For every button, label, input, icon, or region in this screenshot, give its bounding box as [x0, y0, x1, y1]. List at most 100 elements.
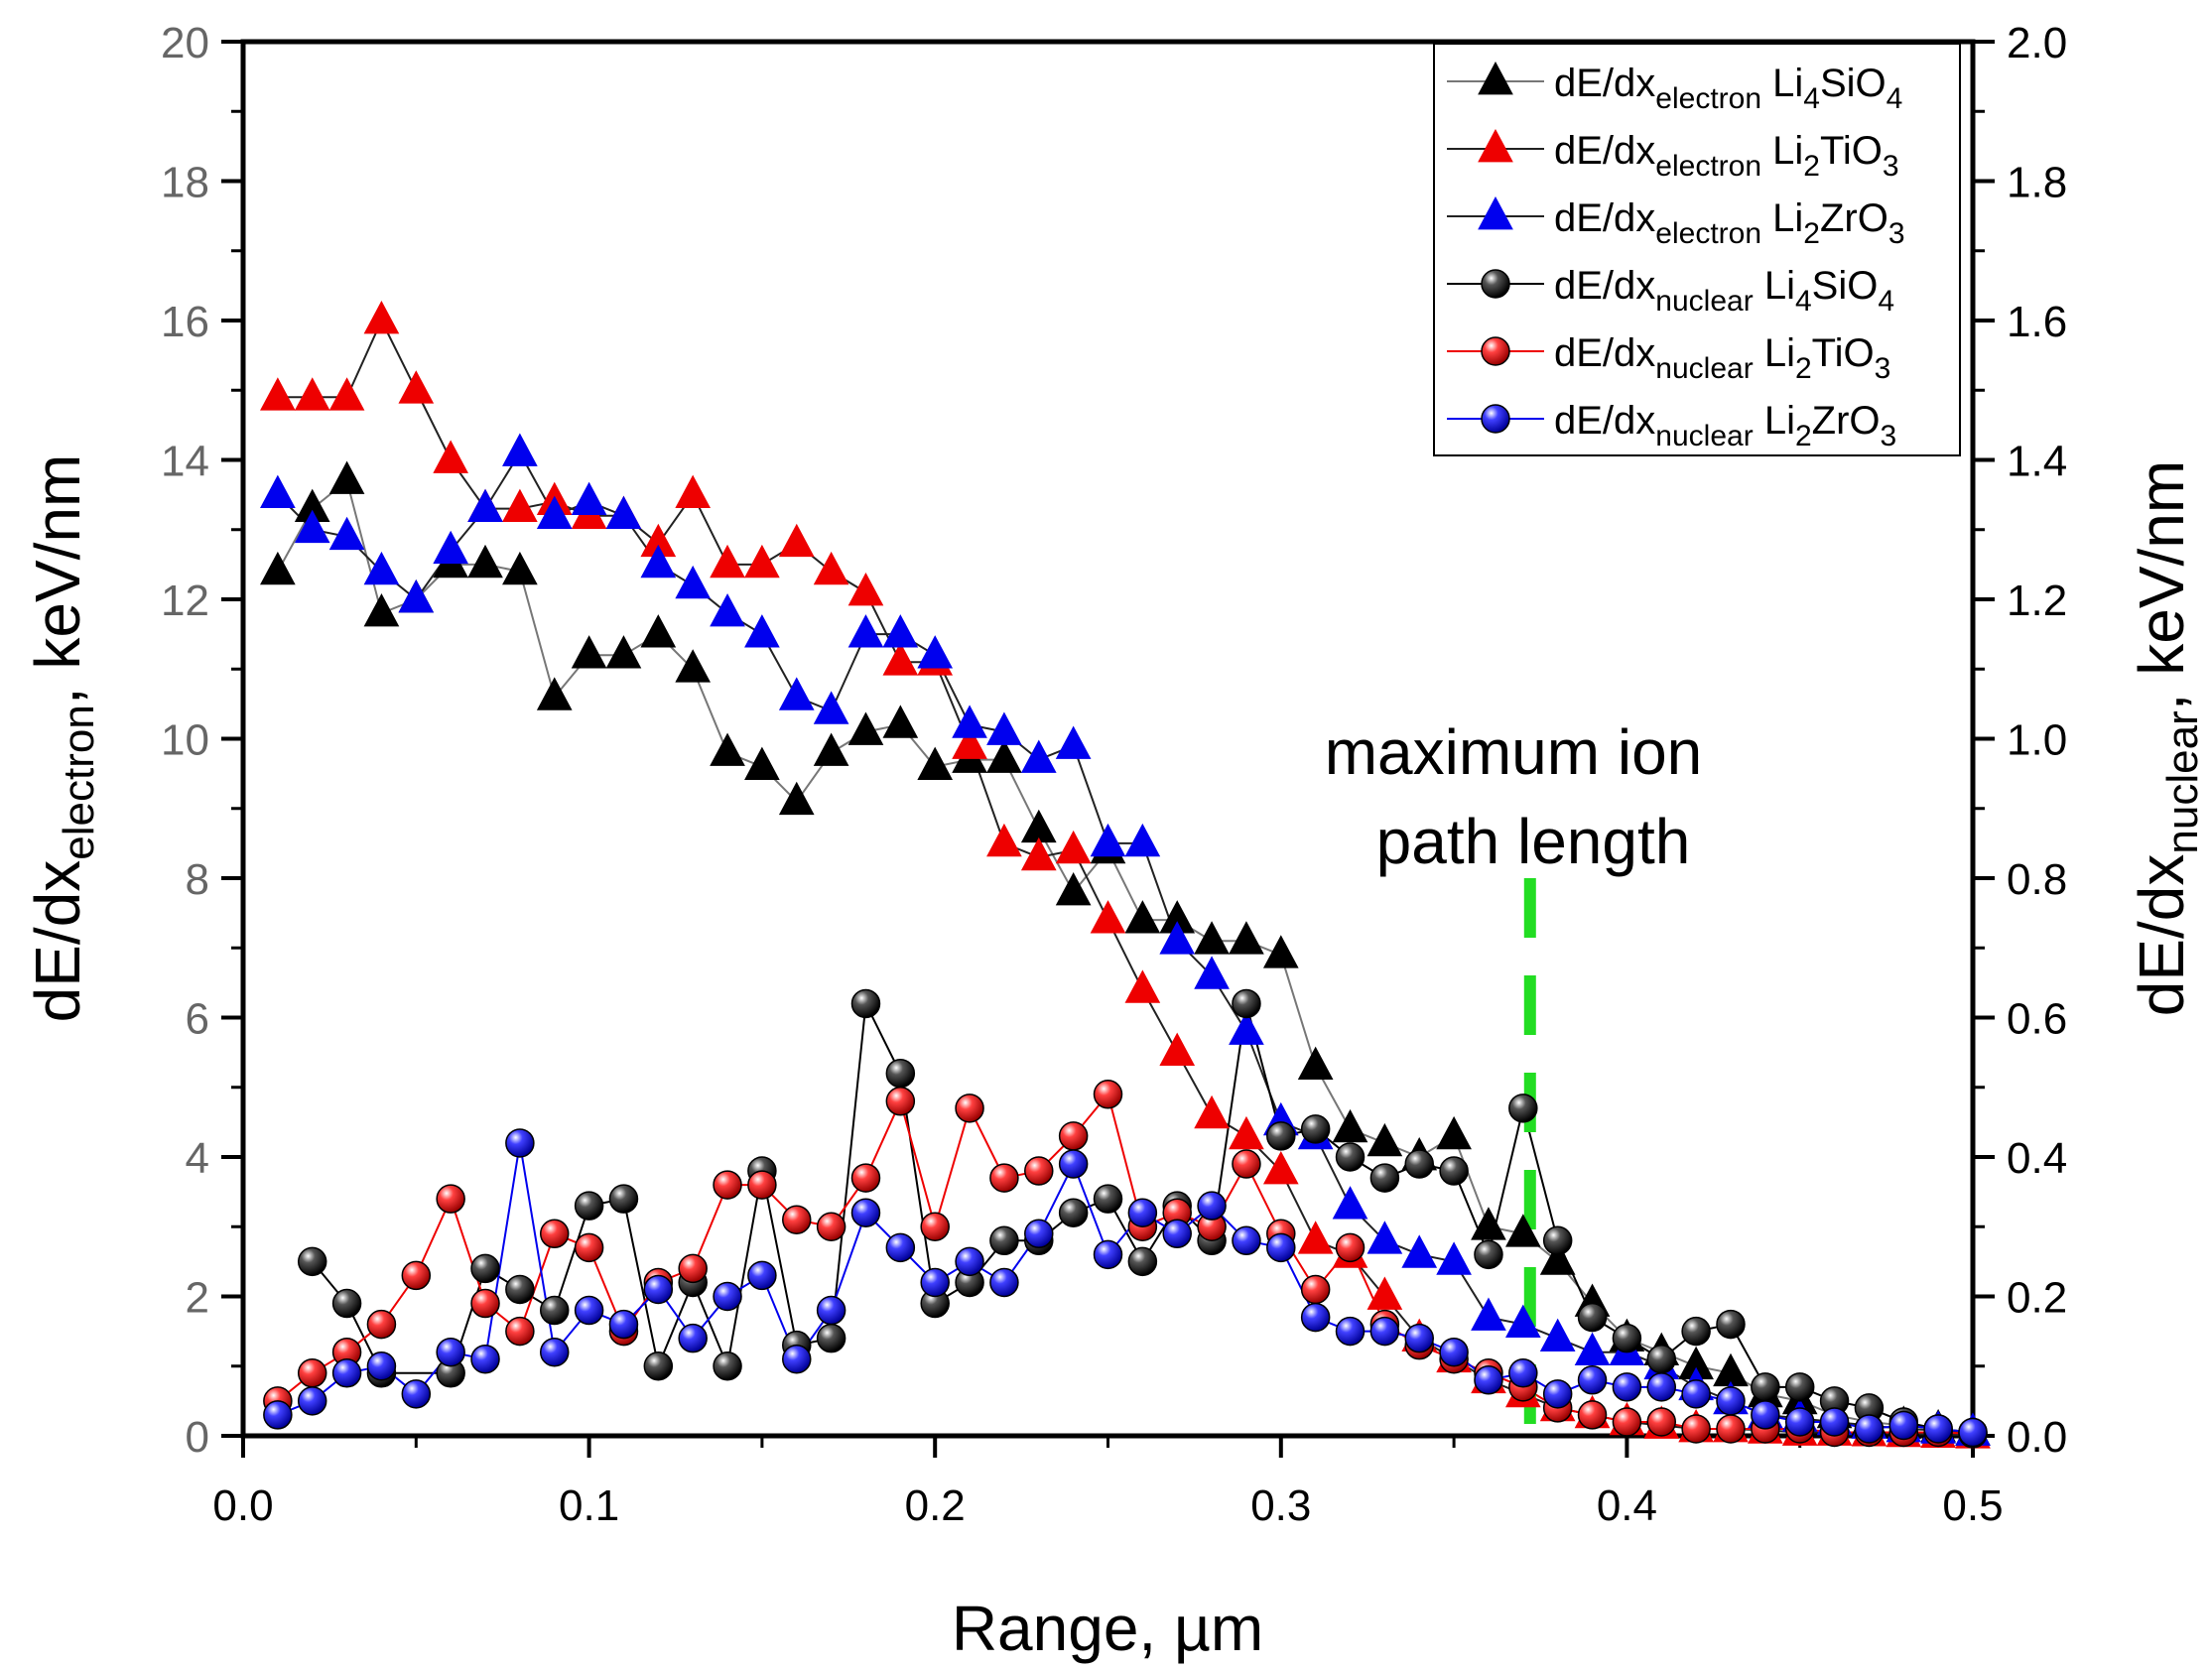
data-point-nuclear-Li2ZrO3	[1681, 1379, 1711, 1409]
data-point-electron-Li2TiO3	[675, 474, 712, 508]
legend-label: dE/dxelectron Li4SiO4	[1554, 62, 1902, 115]
data-point-nuclear-Li4SiO4	[713, 1351, 742, 1381]
data-point-nuclear-Li4SiO4	[297, 1246, 327, 1277]
data-point-nuclear-Li2ZrO3	[1439, 1337, 1469, 1367]
y-right-tick-label: 1.0	[2007, 716, 2067, 765]
data-point-nuclear-Li2TiO3	[1646, 1407, 1677, 1437]
y-left-tick-labels: 0 2 4 6 8 10 12 14 16 18 20	[161, 19, 209, 1462]
data-point-nuclear-Li2ZrO3	[331, 1358, 362, 1388]
data-point-electron-Li2ZrO3	[744, 614, 780, 648]
data-point-nuclear-Li4SiO4	[1577, 1302, 1608, 1333]
y-left-tick-label: 20	[161, 19, 209, 67]
data-point-nuclear-Li2ZrO3	[1716, 1386, 1746, 1416]
legend-label: dE/dxelectron Li2ZrO3	[1554, 196, 1905, 250]
data-point-electron-Li4SiO4	[1539, 1241, 1576, 1275]
data-point-electron-Li2ZrO3	[260, 474, 296, 508]
data-point-electron-Li4SiO4	[1194, 921, 1230, 955]
data-point-nuclear-Li2TiO3	[850, 1163, 881, 1193]
data-point-electron-Li2ZrO3	[328, 516, 365, 551]
legend-marker	[1478, 61, 1513, 95]
data-point-nuclear-Li4SiO4	[1335, 1142, 1366, 1172]
legend-marker	[1478, 128, 1513, 163]
data-point-nuclear-Li2ZrO3	[678, 1323, 708, 1353]
data-point-nuclear-Li2TiO3	[1232, 1149, 1261, 1179]
data-point-nuclear-Li2ZrO3	[1508, 1358, 1538, 1388]
legend-box	[1433, 43, 1961, 456]
data-point-electron-Li2TiO3	[778, 523, 815, 558]
data-point-electron-Li4SiO4	[986, 739, 1022, 773]
y-right-tick-label: 0.0	[2007, 1413, 2067, 1462]
data-point-nuclear-Li4SiO4	[1058, 1198, 1089, 1227]
data-point-nuclear-Li4SiO4	[608, 1184, 639, 1214]
data-point-nuclear-Li2TiO3	[297, 1358, 327, 1388]
data-point-electron-Li2TiO3	[986, 823, 1022, 857]
data-point-electron-Li4SiO4	[778, 781, 815, 816]
y-right-tick-label: 0.8	[2007, 855, 2067, 904]
data-point-nuclear-Li2TiO3	[747, 1170, 777, 1200]
legend-marker	[1478, 195, 1513, 230]
data-point-nuclear-Li4SiO4	[1646, 1344, 1677, 1374]
data-point-electron-Li2ZrO3	[1436, 1241, 1472, 1275]
data-point-nuclear-Li2ZrO3	[366, 1351, 397, 1381]
y-right-tick-label: 1.8	[2007, 159, 2067, 207]
data-point-nuclear-Li4SiO4	[1612, 1323, 1642, 1353]
data-point-nuclear-Li2ZrO3	[539, 1337, 570, 1367]
data-point-electron-Li2TiO3	[1262, 1151, 1299, 1185]
data-point-electron-Li4SiO4	[328, 460, 365, 494]
data-point-electron-Li2ZrO3	[882, 614, 919, 648]
series-lines	[276, 318, 1974, 1437]
data-point-electron-Li2ZrO3	[710, 593, 745, 627]
data-point-nuclear-Li2ZrO3	[1404, 1323, 1434, 1353]
data-point-electron-Li2TiO3	[260, 377, 296, 411]
data-point-electron-Li4SiO4	[917, 746, 954, 780]
data-point-nuclear-Li2ZrO3	[955, 1246, 984, 1277]
data-point-nuclear-Li4SiO4	[1404, 1149, 1434, 1179]
data-point-electron-Li4SiO4	[710, 732, 745, 766]
data-point-electron-Li4SiO4	[605, 635, 642, 669]
data-point-nuclear-Li2ZrO3	[816, 1295, 846, 1326]
data-point-nuclear-Li4SiO4	[1093, 1184, 1123, 1214]
data-point-nuclear-Li4SiO4	[1542, 1225, 1573, 1256]
data-point-electron-Li4SiO4	[467, 544, 503, 578]
data-point-nuclear-Li2ZrO3	[643, 1274, 674, 1305]
data-point-electron-Li2ZrO3	[605, 495, 642, 530]
data-point-nuclear-Li2ZrO3	[1369, 1316, 1400, 1347]
data-point-electron-Li4SiO4	[536, 677, 573, 710]
data-point-nuclear-Li2ZrO3	[1854, 1414, 1885, 1444]
data-point-nuclear-Li2ZrO3	[1266, 1232, 1296, 1263]
legend-label: dE/dxnuclear Li2ZrO3	[1554, 399, 1896, 452]
y-right-tick-label: 0.6	[2007, 995, 2067, 1044]
data-point-electron-Li2ZrO3	[847, 614, 884, 648]
data-point-nuclear-Li2ZrO3	[782, 1344, 812, 1374]
data-point-nuclear-Li2ZrO3	[1784, 1407, 1815, 1437]
data-point-nuclear-Li2ZrO3	[1127, 1198, 1158, 1227]
data-point-electron-Li2TiO3	[744, 544, 780, 578]
data-point-nuclear-Li4SiO4	[539, 1295, 570, 1326]
data-point-nuclear-Li2ZrO3	[1819, 1407, 1850, 1437]
data-point-nuclear-Li4SiO4	[1681, 1316, 1711, 1347]
data-point-nuclear-Li4SiO4	[850, 988, 881, 1019]
data-point-electron-Li2TiO3	[1297, 1221, 1334, 1254]
data-point-nuclear-Li2ZrO3	[1232, 1225, 1261, 1256]
data-point-electron-Li2TiO3	[363, 300, 400, 334]
y-left-tick-label: 0	[186, 1413, 209, 1462]
data-point-electron-Li4SiO4	[1262, 935, 1299, 968]
legend-label: dE/dxelectron Li2TiO3	[1554, 129, 1899, 183]
data-point-nuclear-Li2TiO3	[401, 1260, 432, 1291]
data-point-electron-Li2ZrO3	[1471, 1297, 1506, 1331]
data-point-electron-Li2TiO3	[328, 377, 365, 411]
data-point-nuclear-Li4SiO4	[1266, 1121, 1296, 1151]
data-point-electron-Li4SiO4	[363, 593, 400, 627]
data-point-nuclear-Li2TiO3	[1024, 1156, 1054, 1186]
data-point-electron-Li2TiO3	[1194, 1094, 1230, 1129]
data-point-nuclear-Li2ZrO3	[1646, 1372, 1677, 1402]
data-point-electron-Li2ZrO3	[1366, 1221, 1403, 1254]
y-right-tick-label: 1.4	[2007, 438, 2067, 486]
data-point-nuclear-Li4SiO4	[643, 1351, 674, 1381]
data-point-electron-Li2ZrO3	[294, 509, 330, 544]
y-right-axis-label: dE/dxnuclear, keV/nm	[2126, 460, 2207, 1017]
data-point-electron-Li2TiO3	[1229, 1115, 1264, 1150]
data-point-nuclear-Li4SiO4	[1716, 1309, 1746, 1340]
legend: dE/dxelectron Li4SiO4 dE/dxelectron Li2Ti…	[1433, 43, 1961, 456]
